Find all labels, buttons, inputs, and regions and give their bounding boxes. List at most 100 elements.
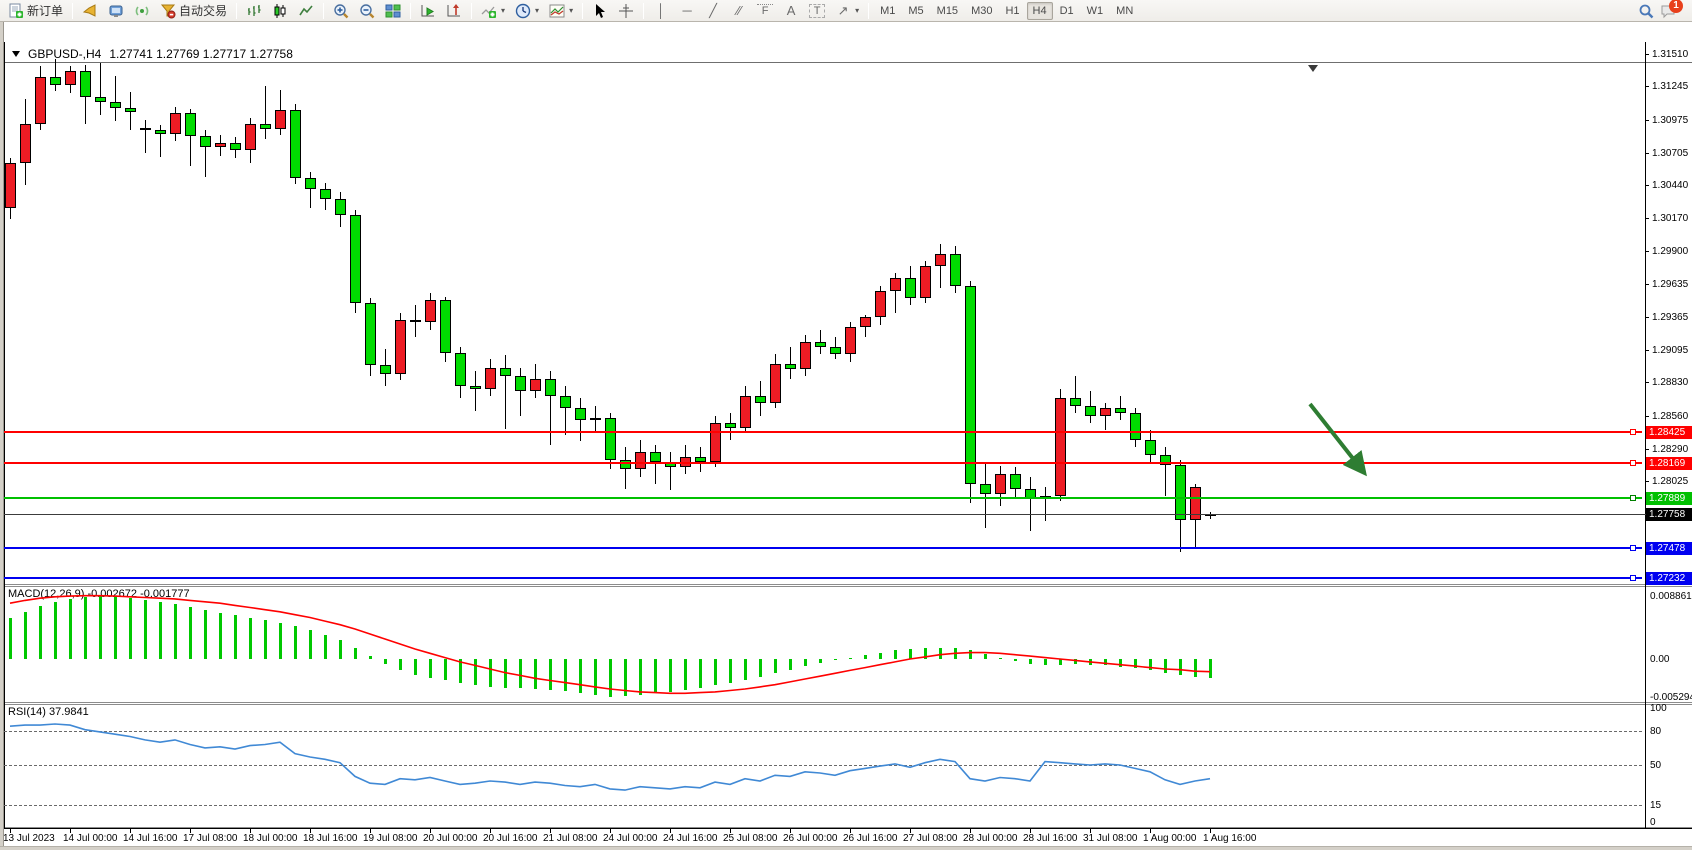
macd-scale-label[interactable]: -0.005294 [1650, 691, 1692, 703]
chart-shift-button[interactable] [442, 1, 466, 21]
price-tick-label[interactable]: 1.29365 [1652, 311, 1689, 323]
zoom-in-icon [333, 3, 349, 19]
line-handle[interactable] [1630, 545, 1636, 552]
time-tick-label[interactable]: 26 Jul 16:00 [843, 833, 898, 844]
rsi-scale-label[interactable]: 15 [1650, 799, 1662, 811]
price-tick-label[interactable]: 1.29095 [1652, 344, 1689, 356]
price-tick-label[interactable]: 1.28290 [1652, 443, 1689, 455]
zoom-out-button[interactable] [355, 1, 379, 21]
time-tick-label[interactable]: 27 Jul 08:00 [903, 833, 958, 844]
fibonacci-tool-button[interactable]: F [753, 1, 777, 21]
time-tick-label[interactable]: 1 Aug 00:00 [1143, 833, 1197, 844]
rsi-scale-label[interactable]: 100 [1650, 703, 1667, 714]
timeframe-button-M1[interactable]: M1 [880, 4, 896, 17]
time-tick-label[interactable]: 24 Jul 16:00 [663, 833, 718, 844]
time-tick-label[interactable]: 21 Jul 08:00 [543, 833, 598, 844]
time-tick-label[interactable]: 18 Jul 00:00 [243, 833, 298, 844]
timeframe-button-M5[interactable]: M5 [908, 4, 924, 17]
arrows-tool-button[interactable]: ↗ ▾ [831, 1, 863, 21]
rsi-scale-label[interactable]: 80 [1650, 725, 1662, 737]
timeframe-button-M30[interactable]: M30 [971, 4, 993, 17]
horizontal-line-tool-button[interactable]: ─ [675, 1, 699, 21]
time-tick-label[interactable]: 20 Jul 00:00 [423, 833, 478, 844]
zoom-in-button[interactable] [329, 1, 353, 21]
time-tick-label[interactable]: 25 Jul 08:00 [723, 833, 778, 844]
macd-histogram-bar [69, 598, 72, 659]
price-tick-label[interactable]: 1.31510 [1652, 49, 1689, 60]
line-chart-button[interactable] [294, 1, 318, 21]
trendline-tool-button[interactable]: ╱ [701, 1, 725, 21]
chart-shift-marker[interactable] [1308, 65, 1318, 72]
autotrading-button[interactable]: 自动交易 [156, 1, 231, 21]
price-tick-label[interactable]: 1.29635 [1652, 278, 1689, 290]
time-tick-label[interactable]: 31 Jul 08:00 [1083, 833, 1138, 844]
price-tick-label[interactable]: 1.31245 [1652, 81, 1689, 93]
line-handle[interactable] [1630, 494, 1636, 501]
text-label-tool-button[interactable]: T [805, 1, 829, 21]
candle-body [980, 484, 991, 494]
channel-tool-button[interactable]: ∕∕ [727, 1, 751, 21]
line-handle[interactable] [1630, 429, 1636, 436]
time-tick-label[interactable]: 17 Jul 08:00 [183, 833, 238, 844]
notifications-icon[interactable]: 1 [1660, 0, 1683, 19]
search-icon[interactable] [1638, 3, 1654, 19]
time-tick-label[interactable]: 14 Jul 00:00 [63, 833, 118, 844]
macd-histogram-bar [699, 659, 702, 689]
line-handle[interactable] [1630, 575, 1636, 582]
time-tick-label[interactable]: 28 Jul 16:00 [1023, 833, 1078, 844]
macd-scale-label[interactable]: 0.00 [1650, 654, 1670, 665]
timeframe-button-MN[interactable]: MN [1116, 4, 1134, 17]
horizontal-line-object[interactable] [4, 547, 1642, 550]
price-tick-label[interactable]: 1.30705 [1652, 147, 1689, 159]
price-tick-label[interactable]: 1.29900 [1652, 246, 1689, 258]
text-tool-button[interactable]: A [779, 1, 803, 21]
time-tick-label[interactable]: 26 Jul 00:00 [783, 833, 838, 844]
horizontal-line-object[interactable] [4, 462, 1642, 465]
chart-window[interactable]: GBPUSD-,H4 1.27741 1.27769 1.27717 1.277… [0, 22, 1692, 846]
price-tick-label[interactable]: 1.30440 [1652, 180, 1689, 192]
time-tick-label[interactable]: 14 Jul 16:00 [123, 833, 178, 844]
new-order-button[interactable]: 新订单 [4, 1, 67, 21]
vertical-line-tool-button[interactable]: │ [649, 1, 673, 21]
price-tick-label[interactable]: 1.28025 [1652, 476, 1689, 488]
time-tick-label[interactable]: 20 Jul 16:00 [483, 833, 538, 844]
time-tick-mark [1210, 829, 1211, 833]
time-tick-label[interactable]: 13 Jul 2023 [3, 833, 55, 844]
time-tick-label[interactable]: 19 Jul 08:00 [363, 833, 418, 844]
rsi-scale-label[interactable]: 0 [1650, 817, 1656, 828]
tile-windows-button[interactable] [381, 1, 405, 21]
symbol-dropdown-icon[interactable] [12, 51, 20, 57]
time-tick-label[interactable]: 24 Jul 00:00 [603, 833, 658, 844]
line-handle[interactable] [1630, 460, 1636, 467]
virtual-hosting-button[interactable] [104, 1, 128, 21]
horizontal-line-object[interactable] [4, 496, 1642, 499]
templates-button[interactable]: ▾ [545, 1, 577, 21]
auto-scroll-button[interactable] [416, 1, 440, 21]
periods-button[interactable]: ▾ [511, 1, 543, 21]
rsi-scale-label[interactable]: 50 [1650, 760, 1662, 771]
horizontal-line-object[interactable] [4, 431, 1642, 434]
time-tick-label[interactable]: 18 Jul 16:00 [303, 833, 358, 844]
horizontal-line-object[interactable] [4, 577, 1642, 580]
timeframe-button-W1[interactable]: W1 [1086, 4, 1104, 17]
bar-chart-button[interactable] [242, 1, 266, 21]
time-tick-label[interactable]: 1 Aug 16:00 [1203, 833, 1257, 844]
chart-plot-area[interactable]: 1.31510 1.31245 1.30975 1.30705 1.30440 1.301… [0, 22, 1692, 846]
timeframe-button-H1[interactable]: H1 [1005, 4, 1020, 17]
candle-wick [145, 120, 146, 154]
cursor-tool-button[interactable] [588, 1, 612, 21]
timeframe-button-D1[interactable]: D1 [1059, 4, 1074, 17]
crosshair-tool-button[interactable] [614, 1, 638, 21]
candlestick-chart-button[interactable] [268, 1, 292, 21]
timeframe-button-H4[interactable]: H4 [1026, 1, 1053, 20]
time-tick-label[interactable]: 28 Jul 00:00 [963, 833, 1018, 844]
price-tick-label[interactable]: 1.28830 [1652, 377, 1689, 389]
price-tick-label[interactable]: 1.30170 [1652, 213, 1689, 225]
price-tick-label[interactable]: 1.30975 [1652, 114, 1689, 126]
macd-scale-label[interactable]: 0.008861 [1650, 590, 1692, 602]
sound-alert-button[interactable] [78, 1, 102, 21]
timeframe-button-M15[interactable]: M15 [936, 4, 959, 17]
signals-button[interactable] [130, 1, 154, 21]
indicators-button[interactable]: ▾ [477, 1, 509, 21]
price-tick-label[interactable]: 1.28560 [1652, 410, 1689, 422]
